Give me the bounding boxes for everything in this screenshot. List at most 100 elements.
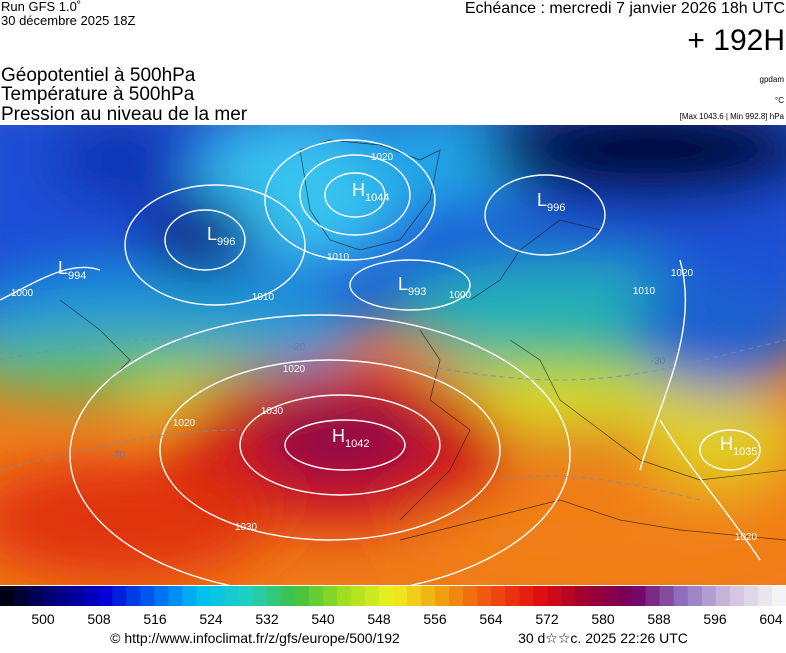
colorbar-swatch bbox=[154, 586, 169, 606]
colorbar-label: 524 bbox=[199, 611, 223, 627]
center-letter: L bbox=[537, 190, 547, 210]
pressure-center: H1035 bbox=[720, 434, 757, 458]
colorbar-swatch bbox=[449, 586, 464, 606]
colorbar-swatch bbox=[126, 586, 141, 606]
unit-label: °C bbox=[775, 96, 784, 105]
colorbar-swatch bbox=[238, 586, 254, 606]
center-letter: L bbox=[207, 224, 217, 244]
center-letter: H bbox=[720, 434, 733, 454]
contour-label: 1020 bbox=[173, 418, 196, 429]
colorbar-label: 572 bbox=[535, 611, 559, 627]
colorbar-swatch bbox=[378, 586, 394, 606]
colorbar-label: 588 bbox=[647, 611, 671, 627]
colorbar-swatch bbox=[659, 586, 675, 606]
center-value: 996 bbox=[547, 202, 565, 214]
unit-label: [Max 1043.6 | Min 992.8] hPa bbox=[680, 112, 785, 121]
colorbar-swatch bbox=[393, 586, 408, 606]
layer-title: Géopotentiel à 500hPa bbox=[1, 65, 196, 86]
colorbar-swatch bbox=[84, 586, 99, 606]
contour-label: 1020 bbox=[671, 268, 694, 279]
colorbar-label: 532 bbox=[255, 611, 279, 627]
contour-label: 1000 bbox=[11, 288, 34, 299]
colorbar-swatch bbox=[757, 586, 773, 606]
colorbar-label: 564 bbox=[479, 611, 503, 627]
colorbar-swatch bbox=[266, 586, 282, 606]
colorbar-swatch bbox=[308, 586, 324, 606]
colorbar-swatch bbox=[617, 586, 633, 606]
pressure-center: H1042 bbox=[332, 426, 369, 450]
colorbar-swatch bbox=[0, 586, 15, 606]
colorbar-swatch bbox=[687, 586, 703, 606]
center-value: 996 bbox=[217, 236, 235, 248]
colorbar-swatch bbox=[771, 586, 786, 606]
lead-time: + 192H bbox=[687, 24, 785, 57]
run-label: Run GFS 1.0˚ bbox=[1, 0, 81, 14]
contour-label: 1000 bbox=[449, 290, 472, 301]
contour-label: 1020 bbox=[283, 364, 306, 375]
colorbar-swatch bbox=[603, 586, 619, 606]
center-letter: L bbox=[58, 258, 68, 278]
colorbar-swatch bbox=[168, 586, 183, 606]
colorbar-label: 540 bbox=[311, 611, 335, 627]
colorbar-swatch bbox=[729, 586, 745, 606]
colorbar-swatch bbox=[421, 586, 436, 606]
pressure-center: L996 bbox=[207, 224, 235, 248]
colorbar-swatch bbox=[28, 586, 43, 606]
colorbar-swatch bbox=[463, 586, 478, 606]
colorbar-swatch bbox=[350, 586, 366, 606]
colorbar-swatch bbox=[673, 586, 689, 606]
run-date: 30 décembre 2025 18Z bbox=[1, 13, 135, 28]
colorbar-swatch bbox=[435, 586, 450, 606]
colorbar-swatch bbox=[294, 586, 310, 606]
colorbar-swatch bbox=[280, 586, 296, 606]
colorbar-swatch bbox=[505, 586, 520, 606]
colorbar-swatch bbox=[336, 586, 352, 606]
colorbar-swatch bbox=[182, 586, 197, 606]
contour-label: -20 bbox=[291, 342, 306, 353]
colorbar-swatch bbox=[322, 586, 338, 606]
colorbar-swatch bbox=[364, 586, 380, 606]
center-letter: H bbox=[352, 180, 365, 200]
colorbar-swatch bbox=[491, 586, 506, 606]
colorbar-swatch bbox=[112, 586, 127, 606]
pressure-center: L996 bbox=[537, 190, 565, 214]
colorbar-swatch bbox=[561, 586, 576, 606]
unit-label: gpdam bbox=[760, 75, 785, 84]
colorbar-swatch bbox=[519, 586, 534, 606]
colorbar-label: 580 bbox=[591, 611, 615, 627]
colorbar-swatch bbox=[547, 586, 562, 606]
source-credit: © http://www.infoclimat.fr/z/gfs/europe/… bbox=[110, 630, 400, 646]
center-value: 1044 bbox=[365, 192, 389, 204]
pressure-center: H1044 bbox=[352, 180, 389, 204]
contour-label: -20 bbox=[111, 450, 126, 461]
center-letter: L bbox=[398, 274, 408, 294]
colorbar-swatch bbox=[252, 586, 268, 606]
colorbar-label: 500 bbox=[31, 611, 55, 627]
layer-title: Température à 500hPa bbox=[1, 84, 195, 105]
contour-label: 1030 bbox=[235, 522, 258, 533]
colorbar-label: 516 bbox=[143, 611, 167, 627]
colorbar-swatch bbox=[42, 586, 57, 606]
contour-label: 1020 bbox=[371, 152, 394, 163]
colorbar-swatch bbox=[224, 586, 240, 606]
colorbar-swatch bbox=[14, 586, 29, 606]
colorbar: 500 508 516 524 532 540 548 556 564 572 580 588 596 6… bbox=[0, 586, 786, 627]
colorbar-swatch bbox=[70, 586, 85, 606]
center-value: 993 bbox=[408, 286, 426, 298]
contour-label: 1010 bbox=[633, 286, 656, 297]
center-value: 1035 bbox=[733, 446, 757, 458]
colorbar-swatch bbox=[210, 586, 226, 606]
pressure-center: L994 bbox=[58, 258, 86, 282]
contour-label: 1030 bbox=[261, 406, 284, 417]
colorbar-label: 596 bbox=[703, 611, 727, 627]
center-letter: H bbox=[332, 426, 345, 446]
colorbar-swatch bbox=[533, 586, 548, 606]
colorbar-swatch bbox=[477, 586, 492, 606]
colorbar-swatch bbox=[575, 586, 590, 606]
center-value: 994 bbox=[68, 270, 86, 282]
colorbar-swatch bbox=[743, 586, 759, 606]
colorbar-label: 548 bbox=[367, 611, 391, 627]
